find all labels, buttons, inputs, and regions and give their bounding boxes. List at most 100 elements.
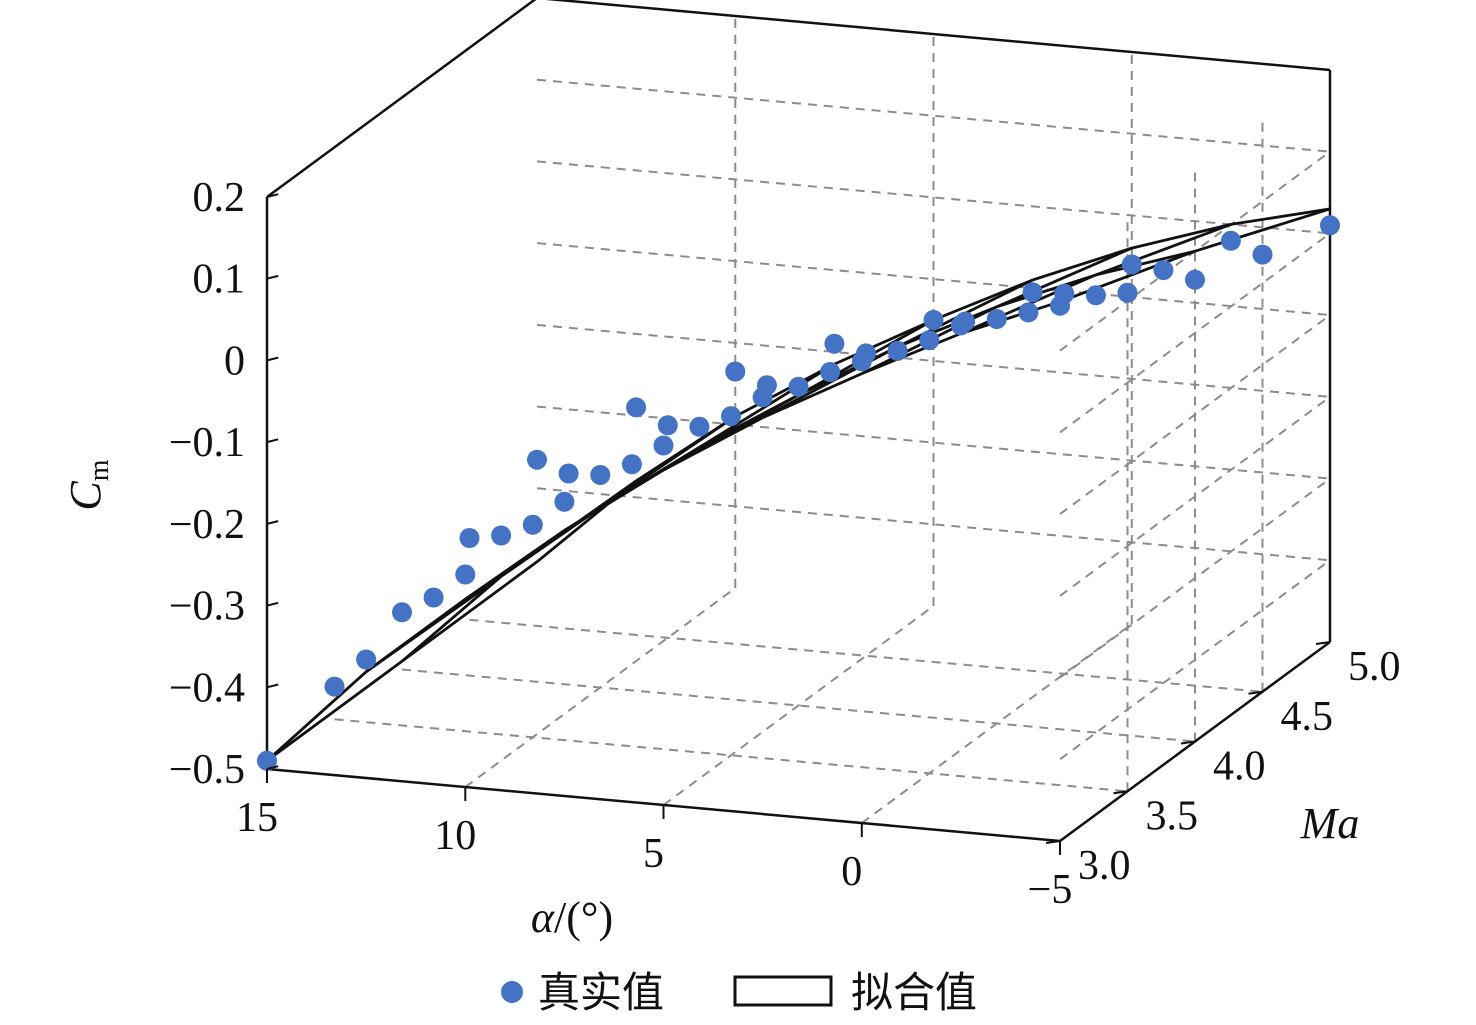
cm-tick-label: −0.3 xyxy=(169,584,245,630)
data-point xyxy=(1153,260,1174,281)
cm-tick-mark xyxy=(266,683,279,689)
data-point xyxy=(856,343,876,364)
fit-surface-line xyxy=(996,246,1133,309)
data-point xyxy=(824,333,845,354)
cm-tick-label: −0.1 xyxy=(169,420,245,466)
fit-surface-line xyxy=(401,560,538,663)
cm-tick-label: 0.1 xyxy=(193,257,246,303)
legend-dot-marker xyxy=(501,981,523,1003)
data-point xyxy=(1018,302,1039,323)
fit-surface-line xyxy=(266,660,403,762)
cm-tick-label: 0 xyxy=(224,338,245,384)
fit-surface-line xyxy=(996,273,1097,309)
fit-surface xyxy=(266,207,1331,762)
data-point xyxy=(1185,269,1205,290)
fit-surface-line xyxy=(1131,223,1232,250)
fit-surface-line xyxy=(401,575,503,663)
fit-surface-line xyxy=(960,300,1061,335)
floor-alpha-gridline xyxy=(861,623,1133,824)
cm-tick-label: −0.2 xyxy=(169,502,245,548)
legend-label-fit: 拟合值 xyxy=(851,968,977,1017)
floor-alpha-gridline xyxy=(464,587,736,788)
frame-top-back-edge xyxy=(545,0,1331,72)
alpha-tick-label: 10 xyxy=(434,813,476,859)
ma-tick-mark xyxy=(1315,641,1331,645)
fit-surface-line xyxy=(1230,207,1331,226)
data-point xyxy=(1117,282,1138,303)
cm-tick-mark xyxy=(266,601,279,607)
alpha-tick-label: 15 xyxy=(236,795,278,841)
side-wall-cm-gridline xyxy=(536,487,1331,562)
alpha-tick-label: 5 xyxy=(643,831,664,877)
cm-tick-mark xyxy=(266,274,279,280)
ma-tick-label: 3.5 xyxy=(1146,793,1199,839)
ma-tick-label: 3.0 xyxy=(1078,843,1131,889)
cm-tick-label: 0.2 xyxy=(193,175,246,221)
legend: 真实值 拟合值 xyxy=(501,968,977,1017)
fit-surface-line xyxy=(662,393,800,472)
alpha-tick-label: −5 xyxy=(1028,867,1073,913)
data-point xyxy=(653,435,674,456)
data-point xyxy=(324,676,345,697)
alpha-axis-title-symbol: α xyxy=(531,893,555,942)
fit-surface-line xyxy=(599,415,737,509)
fit-surface-line xyxy=(1194,207,1331,253)
data-point xyxy=(955,311,976,332)
frame-top-left-edge xyxy=(266,0,537,199)
data-point xyxy=(455,564,476,585)
cm-tick-label: −0.4 xyxy=(169,665,245,711)
cm-tick-mark xyxy=(266,520,279,525)
fit-surface-line xyxy=(1095,249,1196,277)
data-point xyxy=(491,525,512,546)
legend-rect-marker xyxy=(733,975,833,1007)
ma-tick-mark xyxy=(1248,690,1263,695)
data-point xyxy=(522,514,543,535)
data-point xyxy=(392,602,412,623)
cm-axis-title-main: C xyxy=(61,481,110,511)
cm-axis-title-sub: m xyxy=(84,459,115,481)
side-wall-cm-gridline xyxy=(536,242,1331,317)
data-point xyxy=(689,416,710,437)
data-point xyxy=(554,491,575,512)
data-point xyxy=(527,449,547,470)
floor-ma-gridline xyxy=(401,668,1196,743)
data-point xyxy=(1022,282,1043,303)
data-point xyxy=(756,375,777,396)
alpha-tick-label: 0 xyxy=(841,849,862,895)
data-point xyxy=(558,463,579,484)
cm-tick-mark xyxy=(266,356,279,362)
cm-tick-label: −0.5 xyxy=(169,747,245,793)
data-point xyxy=(657,415,678,436)
data-point xyxy=(626,397,647,418)
data-point xyxy=(1252,244,1273,265)
ma-tick-label: 4.0 xyxy=(1213,744,1266,790)
data-point xyxy=(1320,215,1340,236)
fit-surface-line xyxy=(1032,246,1133,282)
data-point xyxy=(986,309,1007,329)
floor-alpha-gridline xyxy=(662,605,935,806)
data-point xyxy=(590,465,611,485)
ma-tick-label: 4.5 xyxy=(1281,694,1334,740)
data-point xyxy=(788,376,809,397)
floor-ma-gridline xyxy=(469,618,1263,693)
data-point xyxy=(820,362,841,382)
fit-surface-line xyxy=(266,670,368,762)
data-point xyxy=(919,330,940,351)
data-point xyxy=(887,340,908,361)
data-points xyxy=(257,215,1340,771)
data-point xyxy=(459,528,480,548)
grid-layer xyxy=(334,16,1331,824)
side-wall-cm-gridline xyxy=(536,323,1331,398)
data-point xyxy=(923,310,944,330)
cm-axis-title: Cm xyxy=(61,459,115,510)
fit-surface-line xyxy=(833,318,935,366)
side-wall-cm-gridline xyxy=(536,78,1331,153)
cm-tick-mark xyxy=(266,765,279,770)
cm-tick-mark xyxy=(266,438,279,444)
data-point xyxy=(1121,254,1142,275)
floor-ma-gridline xyxy=(334,718,1128,793)
tick-labels: 0.2 0.1 0 −0.1 −0.2 −0.3 −0.4 −0.515 10 5 0 −53.0 3.… xyxy=(169,175,1401,913)
ma-tick-mark xyxy=(1045,840,1061,844)
